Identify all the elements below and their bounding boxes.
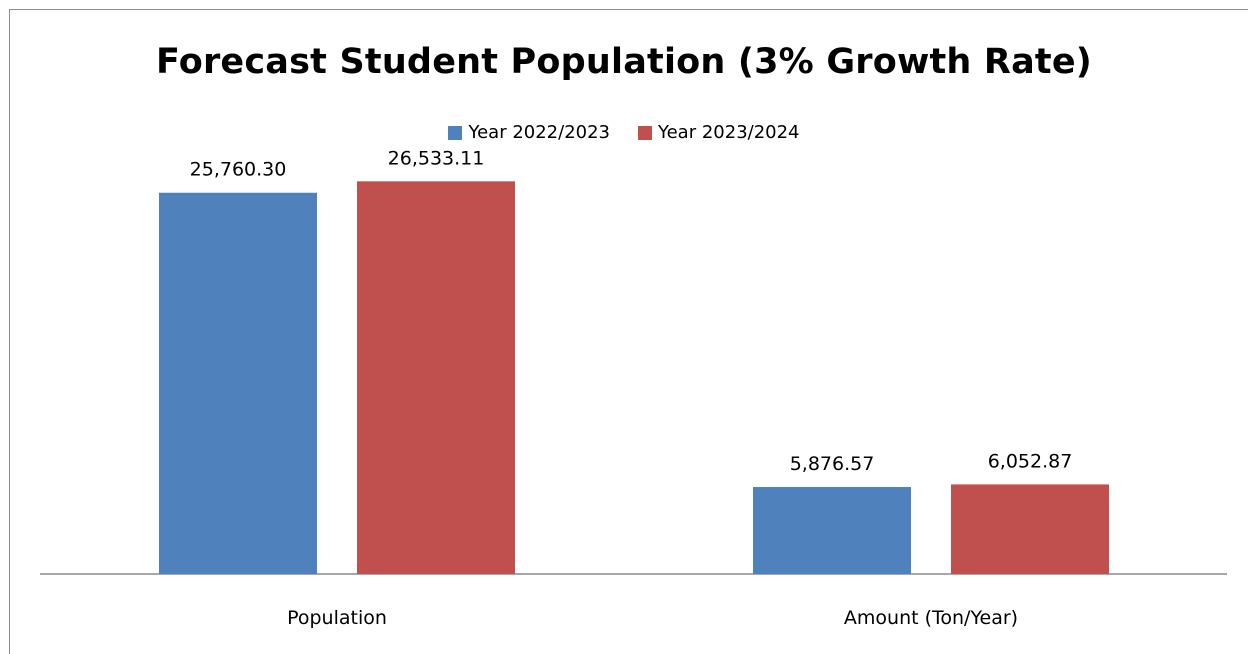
legend-swatch-series-1: [448, 125, 463, 140]
bar-1-series-1: [159, 192, 317, 574]
bar-2-series-1: [753, 487, 911, 574]
chart-legend: Year 2022/2023 Year 2023/2024: [0, 122, 1248, 143]
data-label-2-series-2: 6,052.87: [988, 450, 1073, 472]
legend-label-series-1: Year 2022/2023: [468, 122, 610, 143]
category-label-2: Amount (Ton/Year): [844, 607, 1018, 629]
data-label-2-series-1: 5,876.57: [790, 453, 875, 475]
legend-swatch-series-2: [638, 125, 652, 140]
bar-1-series-2: [357, 181, 515, 574]
category-label-1: Population: [287, 607, 387, 629]
legend-item-series-2: Year 2023/2024: [638, 122, 800, 143]
data-label-1-series-2: 26,533.11: [388, 147, 485, 169]
legend-label-series-2: Year 2023/2024: [658, 122, 800, 143]
data-label-1-series-1: 25,760.30: [190, 159, 287, 181]
legend-item-series-1: Year 2022/2023: [448, 122, 610, 143]
chart-title: Forecast Student Population (3% Growth R…: [156, 42, 1092, 82]
bar-2-series-2: [951, 484, 1109, 574]
